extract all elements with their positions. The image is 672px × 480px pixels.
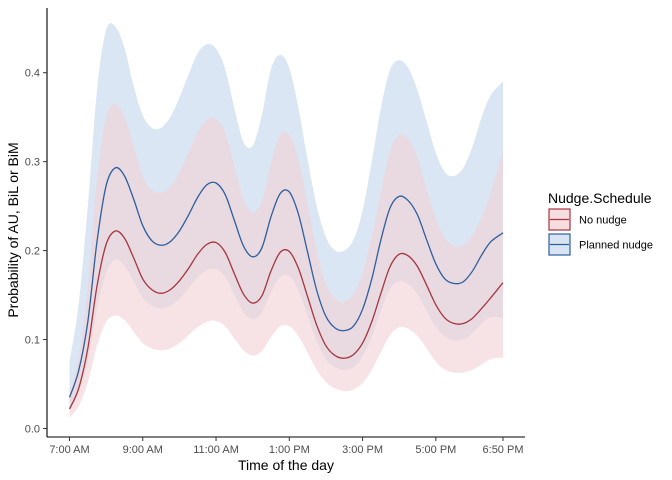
series-line-planned-nudge xyxy=(68,166,504,398)
x-tick-label: 9:00 AM xyxy=(123,444,163,456)
y-axis-title: Probability of AU, BiL or BiM xyxy=(5,142,21,317)
y-tick-label: 0.1 xyxy=(25,335,40,347)
x-tick-label: 3:00 PM xyxy=(342,444,383,456)
series-line-no-nudge xyxy=(68,230,504,410)
series-lines xyxy=(68,166,504,410)
x-axis-ticks: 7:00 AM 9:00 AM 11:00 AM 1:00 PM 3:00 PM 5:00… xyxy=(49,437,523,456)
x-tick-label: 7:00 AM xyxy=(49,444,89,456)
legend-item-planned-nudge: Planned nudge xyxy=(548,233,653,256)
x-tick-label: 11:00 AM xyxy=(193,444,239,456)
legend-title: Nudge.Schedule xyxy=(548,190,652,206)
y-tick-label: 0.3 xyxy=(25,157,40,169)
y-axis-ticks: 0.0 0.1 0.2 0.3 0.4 xyxy=(25,68,47,436)
y-tick-label: 0.4 xyxy=(25,68,40,80)
legend-label: No nudge xyxy=(579,215,627,227)
x-tick-label: 6:50 PM xyxy=(483,444,524,456)
x-axis-title: Time of the day xyxy=(238,457,334,473)
x-tick-label: 5:00 PM xyxy=(415,444,456,456)
confidence-bands xyxy=(69,23,503,418)
y-tick-label: 0.2 xyxy=(25,246,40,258)
legend-label: Planned nudge xyxy=(579,240,653,252)
legend: Nudge.Schedule No nudge Planned nudge xyxy=(548,190,653,256)
legend-item-no-nudge: No nudge xyxy=(548,208,627,231)
confidence-band-no-nudge xyxy=(69,103,503,418)
x-tick-label: 1:00 PM xyxy=(269,444,310,456)
y-tick-label: 0.0 xyxy=(25,424,40,436)
